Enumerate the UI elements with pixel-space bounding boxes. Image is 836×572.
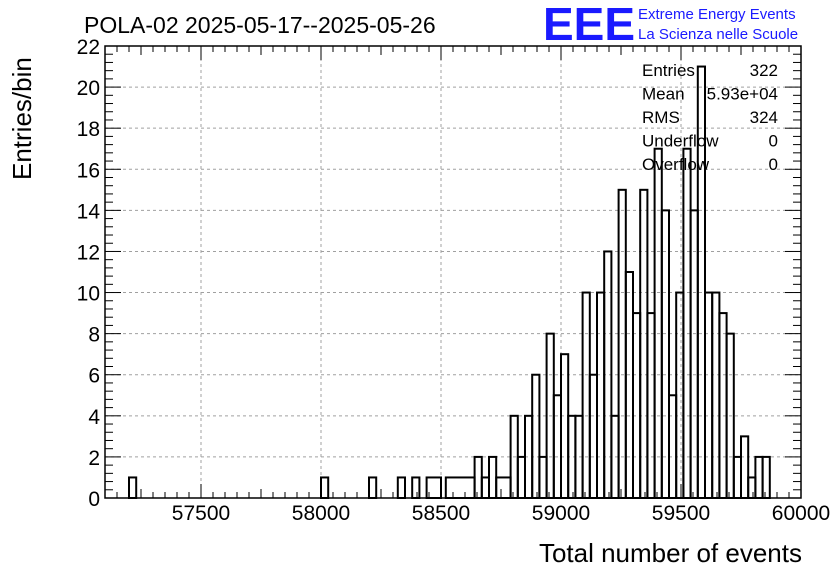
stat-value: 0	[769, 155, 778, 174]
histogram-bin	[668, 394, 678, 500]
histogram-bin	[639, 188, 649, 499]
histogram-bin	[516, 455, 526, 499]
histogram-bin	[632, 312, 642, 499]
y-tick-label: 6	[88, 365, 100, 388]
axis-ticks	[104, 45, 802, 499]
stats-box: Entries 322 Mean 5.93e+04 RMS 324 Underflow 0 Ov…	[642, 61, 778, 174]
logo-mark: EEE	[543, 0, 635, 50]
histogram-bin	[531, 373, 541, 499]
x-tick-label: 60000	[772, 502, 830, 525]
y-tick-label: 4	[88, 406, 100, 429]
stat-value: 324	[750, 108, 778, 127]
tick-labels: 57500 58000 58500 59000 59500 60000 0 2 4 6 8 10 12 1…	[77, 36, 831, 525]
histogram-bin	[660, 209, 670, 499]
histogram-bin	[718, 312, 728, 499]
histogram-bin	[560, 353, 570, 499]
histogram-bin	[444, 476, 476, 500]
logo-line-2: La Scienza nelle Scuole	[638, 26, 798, 43]
x-tick-label: 59500	[652, 502, 710, 525]
y-tick-label: 8	[88, 324, 100, 347]
histogram-bin	[740, 435, 750, 500]
x-tick-label: 59000	[532, 502, 590, 525]
stat-label: Underflow	[642, 132, 719, 151]
histogram-bin	[704, 291, 714, 499]
histogram-bin	[588, 373, 598, 499]
histogram-bin	[689, 209, 699, 499]
x-tick-label: 58500	[412, 502, 470, 525]
histogram-bin	[488, 455, 498, 499]
y-tick-label: 22	[77, 36, 100, 59]
x-tick-label: 57500	[172, 502, 230, 525]
stat-label: Entries	[642, 61, 695, 80]
logo-line-1: Extreme Energy Events	[638, 6, 796, 23]
eee-logo: EEE Extreme Energy Events La Scienza nel…	[543, 0, 798, 50]
histogram-bin	[711, 291, 721, 499]
chart-title: POLA-02 2025-05-17--2025-05-26	[84, 12, 436, 38]
histogram-bin	[617, 188, 627, 499]
y-tick-label: 20	[77, 77, 100, 100]
histogram-bin	[646, 312, 656, 499]
histogram-bin	[320, 476, 330, 500]
grid-lines	[105, 46, 801, 498]
histogram-bin	[396, 476, 406, 500]
histogram-bin	[411, 476, 421, 500]
y-axis-title: Entries/bin	[7, 57, 37, 180]
stat-label: Mean	[642, 85, 685, 104]
y-tick-label: 12	[77, 241, 100, 264]
x-tick-label: 58000	[292, 502, 350, 525]
histogram-bin	[495, 476, 512, 500]
stat-value: 5.93e+04	[707, 85, 778, 104]
histogram-bin	[128, 476, 138, 500]
x-axis-title: Total number of events	[539, 538, 802, 568]
histogram-bin	[754, 455, 764, 499]
histogram-bin	[675, 291, 685, 499]
stat-label: Overflow	[642, 155, 710, 174]
histogram-bin	[596, 291, 606, 499]
y-tick-label: 2	[88, 447, 100, 470]
stat-label: RMS	[642, 108, 680, 127]
y-tick-label: 10	[77, 283, 100, 306]
histogram-bin	[732, 455, 742, 499]
stat-value: 0	[769, 132, 778, 151]
histogram-bin	[552, 394, 562, 500]
plot-frame	[104, 45, 802, 499]
histogram-bin	[682, 147, 692, 500]
histogram-bin	[761, 455, 771, 499]
histogram-bin	[473, 455, 483, 499]
histogram-bin	[581, 291, 591, 499]
histogram-bin	[747, 476, 757, 500]
y-tick-label: 16	[77, 159, 100, 182]
histogram-bin	[624, 271, 634, 499]
histogram-bin	[653, 147, 663, 500]
histogram-bin	[368, 476, 378, 500]
y-tick-label: 18	[77, 118, 100, 141]
y-tick-label: 14	[77, 200, 101, 223]
y-tick-label: 0	[88, 488, 100, 511]
stat-value: 322	[750, 61, 778, 80]
histogram-bin	[538, 455, 548, 499]
histogram-bin	[480, 476, 490, 500]
